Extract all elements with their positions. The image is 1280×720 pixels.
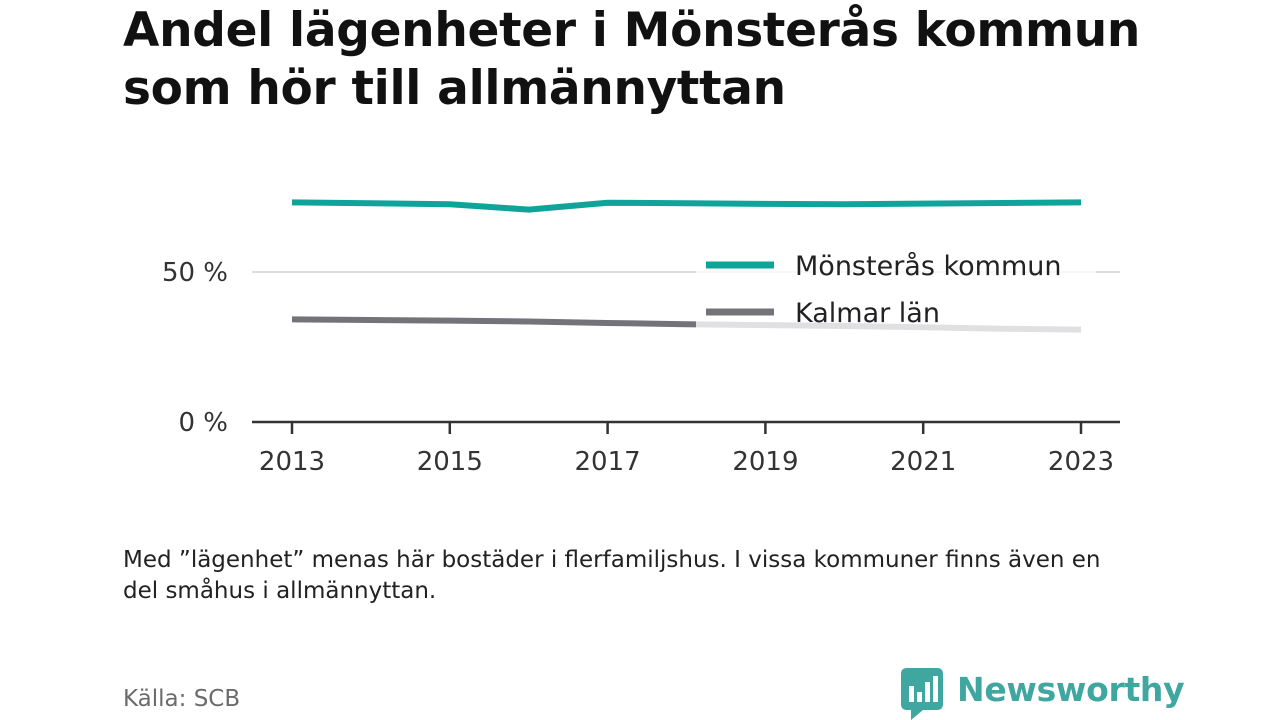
newsworthy-logo-icon: [901, 668, 943, 720]
chart-note: Med ”lägenhet” menas här bostäder i fler…: [123, 547, 1101, 604]
brand-logo: Newsworthy: [901, 668, 1185, 720]
legend-label: Mönsterås kommun: [795, 251, 1062, 282]
source-label: Källa: SCB: [123, 686, 241, 712]
legend: Mönsterås kommun Kalmar län: [696, 242, 1096, 342]
x-axis: 2013 2015 2017 2019 2021 2023: [252, 420, 1120, 477]
legend-box: [696, 242, 1096, 342]
x-tick-label: 2013: [259, 447, 325, 477]
x-tick-label: 2015: [417, 447, 483, 477]
series-line: [291, 199, 1082, 213]
legend-label: Kalmar län: [795, 298, 940, 329]
x-tick-label: 2017: [575, 447, 641, 477]
x-tick-label: 2023: [1048, 447, 1114, 477]
y-tick-label: 0 %: [178, 408, 228, 438]
line-chart: 0 % 50 % 2013 2015 2017 2019 2021 2023 Mönster…: [162, 199, 1120, 477]
x-tick-label: 2021: [890, 447, 956, 477]
y-tick-label: 50 %: [162, 258, 228, 288]
brand-name: Newsworthy: [957, 670, 1185, 709]
chart-title: Andel lägenheter i Mönsterås kommun som …: [123, 3, 1141, 116]
x-tick-label: 2019: [732, 447, 798, 477]
